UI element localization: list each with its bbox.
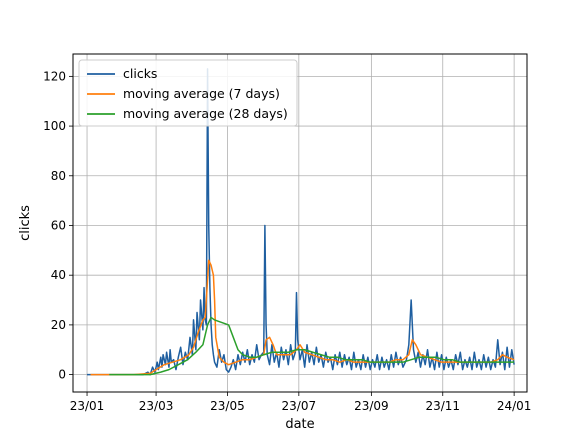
x-axis: 23/01 23/03 23/05 23/07 23/09 23/11 24/01 — [70, 392, 532, 413]
y-tick-label: 0 — [58, 368, 66, 382]
legend-box — [78, 59, 298, 127]
x-tick-label: 23/07 — [282, 399, 317, 413]
y-tick-label: 120 — [43, 69, 66, 83]
x-axis-label: date — [285, 417, 314, 432]
legend-label: clicks — [123, 66, 157, 81]
x-tick-label: 23/01 — [70, 399, 105, 413]
x-tick-label: 24/01 — [497, 399, 532, 413]
x-tick-label: 23/05 — [210, 399, 245, 413]
series-line-2 — [109, 316, 515, 376]
series-lines — [87, 68, 515, 376]
x-tick-label: 23/11 — [425, 399, 460, 413]
y-tick-label: 40 — [51, 268, 66, 282]
x-tick-label: 23/03 — [139, 399, 174, 413]
y-tick-label: 60 — [51, 218, 66, 232]
y-tick-label: 20 — [51, 318, 66, 332]
y-axis-label: clicks — [18, 205, 33, 241]
legend-label: moving average (28 days) — [123, 106, 288, 121]
y-tick-label: 100 — [43, 119, 66, 133]
y-axis: 0 20 40 60 80 100 120 — [43, 69, 73, 382]
legend-label: moving average (7 days) — [123, 86, 280, 101]
legend: clicks moving average (7 days) moving aver… — [78, 59, 298, 127]
series-line-1 — [90, 259, 515, 376]
y-tick-label: 80 — [51, 169, 66, 183]
x-tick-label: 23/09 — [354, 399, 389, 413]
plot-frame — [72, 53, 528, 393]
